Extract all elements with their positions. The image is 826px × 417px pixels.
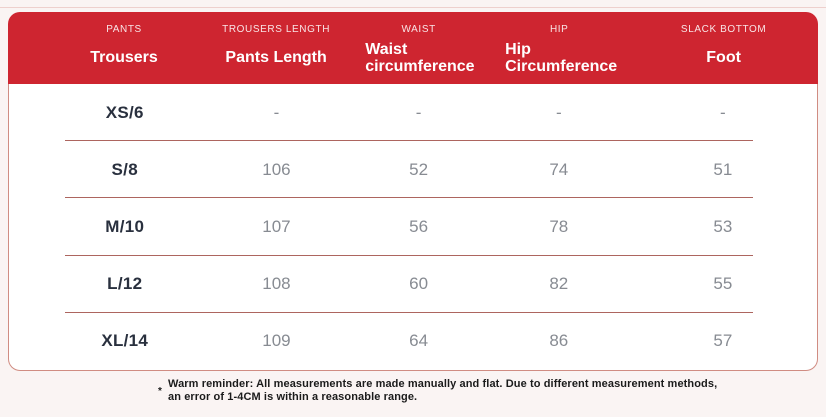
column-subtitle-hip: HIP [549, 24, 569, 35]
length-cell: 106 [262, 159, 291, 179]
column-subtitle-waist: WAIST [401, 24, 436, 35]
column-title-waist-circumference: Waist circumference [365, 40, 475, 75]
column-header-waist: WAIST Waist circumference [348, 12, 489, 84]
hip-cell: 78 [549, 217, 569, 236]
top-divider [0, 7, 826, 8]
length-cell: 108 [262, 274, 291, 294]
foot-cell: - [719, 102, 726, 122]
size-chart-card: PANTS Trousers TROUSERS LENGTH Pants Len… [8, 12, 818, 371]
footnote-asterisk: * [158, 386, 162, 397]
size-cell: S/8 [111, 159, 138, 179]
column-header-hip: HIP Hip Circumference [489, 12, 629, 84]
foot-cell: 55 [713, 274, 733, 294]
waist-cell: 52 [409, 159, 429, 179]
length-cell: - [273, 102, 280, 122]
foot-cell: 51 [713, 159, 733, 179]
waist-cell: 56 [409, 217, 429, 236]
hip-cell: - [555, 102, 562, 122]
column-header-slack-bottom: SLACK BOTTOM Foot [629, 12, 818, 84]
size-chart-body: XS/6 - - - - S/8 106 52 74 51 M/10 107 5… [8, 84, 818, 371]
note-line-1: Warm reminder: All measurements are made… [168, 378, 718, 390]
waist-cell: - [415, 102, 422, 122]
column-subtitle-pants: PANTS [106, 24, 142, 35]
warm-reminder-note: * Warm reminder: All measurements are ma… [158, 378, 717, 404]
size-chart-header: PANTS Trousers TROUSERS LENGTH Pants Len… [8, 12, 818, 84]
column-title-pants-length: Pants Length [225, 49, 327, 66]
column-header-trousers-length: TROUSERS LENGTH Pants Length [204, 12, 348, 84]
hip-cell: 74 [549, 159, 569, 179]
size-cell: XS/6 [105, 102, 144, 122]
length-cell: 109 [262, 331, 291, 351]
table-row-xs6: XS/6 - - - - [9, 84, 817, 142]
column-header-pants: PANTS Trousers [8, 12, 204, 84]
column-title-trousers: Trousers [90, 49, 158, 66]
waist-cell: 60 [409, 274, 429, 294]
size-cell: M/10 [105, 217, 145, 236]
note-line-2: an error of 1-4CM is within a reasonable… [168, 391, 418, 403]
hip-cell: 82 [549, 274, 569, 294]
size-cell: XL/14 [101, 331, 149, 351]
waist-cell: 64 [409, 331, 429, 351]
column-title-hip-circumference: Hip Circumference [505, 40, 618, 75]
foot-cell: 57 [713, 331, 733, 351]
table-row-s8: S/8 106 52 74 51 [9, 141, 817, 199]
table-row-xl14: XL/14 109 64 86 57 [9, 313, 817, 370]
hip-cell: 86 [549, 331, 569, 351]
length-cell: 107 [262, 217, 291, 236]
size-cell: L/12 [107, 274, 143, 294]
column-title-foot: Foot [706, 49, 741, 66]
column-subtitle-trousers-length: TROUSERS LENGTH [222, 24, 331, 35]
column-subtitle-slack-bottom: SLACK BOTTOM [680, 24, 767, 35]
foot-cell: 53 [713, 217, 733, 236]
table-row-l12: L/12 108 60 82 55 [9, 256, 817, 314]
table-row-m10: M/10 107 56 78 53 [9, 198, 817, 256]
